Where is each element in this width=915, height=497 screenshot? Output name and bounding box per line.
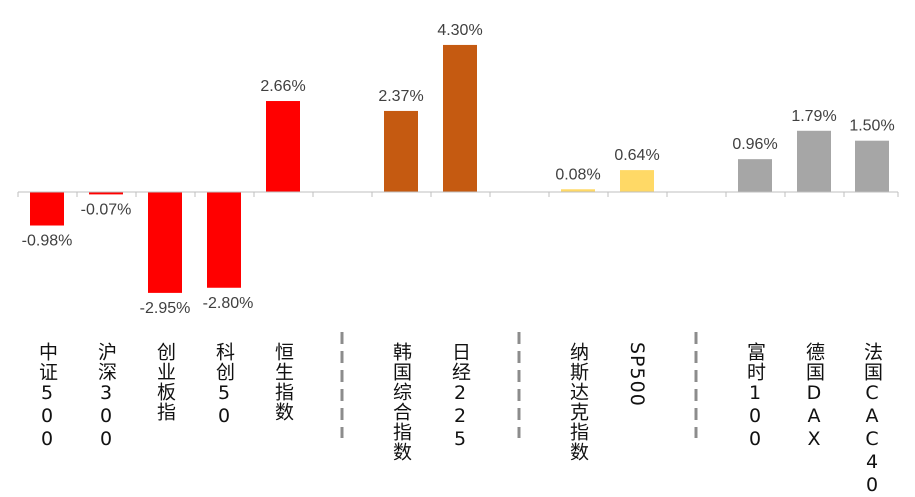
bars-layer: [30, 44, 889, 293]
bar: [738, 159, 772, 192]
bar: [443, 44, 477, 192]
data-label: -0.98%: [22, 233, 73, 250]
category-label: 科创50: [213, 342, 235, 428]
data-label: 0.96%: [732, 136, 777, 153]
category-label: 创业板指: [154, 342, 176, 422]
data-label: 0.64%: [614, 147, 659, 164]
bar: [620, 170, 654, 192]
data-label: 1.79%: [791, 108, 836, 125]
category-label: SP500: [626, 342, 648, 407]
category-label: 中证500: [36, 342, 58, 451]
bar: [89, 192, 123, 195]
data-label: 2.66%: [260, 78, 305, 95]
bar: [561, 189, 595, 192]
bar: [266, 101, 300, 192]
bar: [207, 192, 241, 288]
data-label: -0.07%: [81, 201, 132, 218]
category-label: 德国DAX: [803, 342, 825, 451]
category-label: 富时100: [744, 342, 766, 451]
category-label: 日经225: [449, 342, 471, 451]
bar: [148, 192, 182, 293]
data-label: -2.80%: [203, 295, 254, 312]
data-labels-layer: -0.98% -0.07% -2.95% -2.80% 2.66% 2.37% 4.30% 0…: [22, 22, 895, 317]
tick-layer: [17, 192, 899, 197]
category-label: 恒生指数: [272, 342, 294, 422]
category-label: 纳斯达克指数: [567, 342, 589, 462]
category-label: 沪深300: [95, 342, 117, 451]
data-label: 0.08%: [555, 166, 600, 183]
bar: [384, 110, 418, 192]
data-label: 1.50%: [849, 118, 894, 135]
data-label: 2.37%: [378, 88, 423, 105]
data-label: 4.30%: [437, 22, 482, 39]
bar: [855, 140, 889, 192]
bar: [30, 192, 64, 226]
category-label: 法国CAC40: [861, 342, 883, 497]
bar: [797, 130, 831, 192]
category-label: 韩国综合指数: [390, 342, 412, 462]
data-label: -2.95%: [140, 300, 191, 317]
